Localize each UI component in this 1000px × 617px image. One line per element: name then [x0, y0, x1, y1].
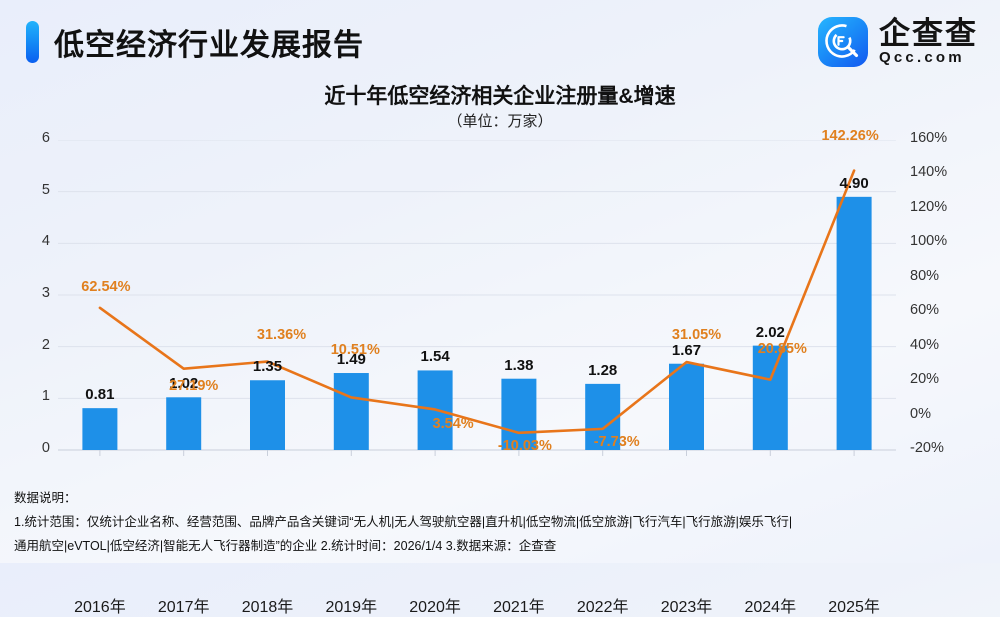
growth-rate-label: 20.85% [757, 340, 807, 357]
growth-rate-label: 31.36% [256, 326, 307, 343]
growth-rate-label: 27.19% [169, 377, 219, 394]
qcc-logo-en: Qcc.com [879, 49, 965, 67]
chart-plot-area: 0 1 2 3 4 5 6 -20% 0% 20% 40% 60% 80% 100% 120% 140% 160… [42, 128, 947, 616]
chart-canvas [58, 140, 896, 456]
chart-trend-line [98, 169, 856, 435]
page-title: 低空经济行业发展报告 [54, 29, 364, 62]
bar-value-label: 1.54 [420, 348, 450, 366]
footnote: 数据说明： 1.统计范围：仅统计企业名称、经营范围、品牌产品含关键词“无人机|无… [14, 487, 989, 558]
y-axis-right-tick: 100% [910, 233, 948, 250]
bar-value-label: 0.81 [85, 386, 115, 404]
footnote-heading: 数据说明： [14, 491, 77, 505]
chart-bar [333, 373, 369, 450]
y-axis-right-tick: 40% [910, 336, 940, 353]
y-axis-right-tick: 60% [910, 302, 940, 319]
bar-value-label: 1.02 [169, 375, 199, 393]
chart-bar [836, 196, 872, 450]
chart-subtitle: （单位：万家） [447, 113, 553, 130]
growth-rate-label: -7.73% [593, 433, 640, 450]
bar-value-label: 2.02 [755, 323, 785, 341]
x-axis-tick: 2017年 [157, 599, 210, 616]
chart-bar [501, 378, 537, 450]
y-axis-left-tick: 1 [41, 388, 50, 405]
y-axis-right-tick: 0% [910, 405, 931, 422]
bar-value-label: 1.28 [588, 361, 618, 379]
x-axis-tick: 2024年 [744, 599, 797, 616]
page-header: 低空经济行业发展报告 企查查 Qcc.com [0, 0, 1000, 78]
chart-bars [82, 196, 872, 450]
y-axis-left-tick: 5 [41, 181, 50, 198]
title-accent-bar [26, 21, 39, 63]
y-axis-left-tick: 6 [41, 130, 50, 146]
growth-rate-label: 142.26% [821, 127, 879, 144]
growth-rate-label: 62.54% [81, 278, 131, 295]
qcc-logo-mark-icon [818, 17, 868, 67]
y-axis-right-tick: 120% [910, 198, 948, 215]
x-axis-tick: 2020年 [409, 599, 461, 616]
bar-value-label: 1.35 [252, 358, 283, 376]
x-axis-tick: 2019年 [325, 599, 378, 616]
x-axis-tick: 2025年 [828, 599, 880, 616]
y-axis-right-tick: 20% [910, 371, 940, 388]
chart-bar [166, 397, 202, 450]
growth-rate-label: 31.05% [671, 327, 722, 344]
bar-value-label: 1.38 [504, 356, 534, 374]
qcc-glyph-icon [825, 24, 859, 58]
y-axis-right-tick: -20% [910, 440, 944, 456]
x-axis-tick: 2018年 [241, 599, 294, 616]
chart-bar [250, 380, 285, 450]
x-axis-tick: 2023年 [660, 599, 713, 616]
qcc-logo: 企查查 Qcc.com [818, 16, 978, 68]
y-axis-left-tick: 4 [41, 233, 50, 250]
qcc-logo-cn: 企查查 [879, 15, 978, 51]
chart-bar [669, 363, 704, 450]
growth-rate-label: 10.51% [330, 342, 380, 359]
footnote-line-2: 通用航空|eVTOL|低空经济|智能无人飞行器制造”的企业 2.统计时间：202… [14, 538, 557, 553]
growth-rate-label: 3.54% [432, 416, 474, 433]
footnote-line-1: 1.统计范围：仅统计企业名称、经营范围、品牌产品含关键词“无人机|无人驾驶航空器… [14, 514, 793, 529]
qcc-logo-text: 企查查 Qcc.com [879, 15, 978, 67]
chart-title: 近十年低空经济相关企业注册量&增速 [324, 85, 676, 108]
chart-bar [752, 345, 788, 450]
bar-value-label: 1.67 [671, 341, 702, 359]
x-axis-tick: 2022年 [576, 599, 629, 616]
y-axis-left-tick: 3 [41, 285, 50, 301]
x-axis-tick: 2021年 [493, 599, 545, 616]
chart-bar [585, 383, 621, 450]
chart-bar [82, 408, 118, 450]
bar-value-label: 1.49 [336, 351, 366, 369]
bar-value-label: 4.90 [839, 174, 869, 192]
x-axis-tick: 2016年 [74, 599, 126, 616]
y-axis-right-tick: 140% [910, 164, 948, 181]
y-axis-right-tick: 80% [910, 267, 940, 284]
y-axis-left-tick: 2 [41, 336, 50, 353]
y-axis-right-tick: 160% [910, 130, 948, 146]
y-axis-left-tick: 0 [41, 440, 50, 456]
growth-rate-label: -10.03% [497, 437, 552, 454]
